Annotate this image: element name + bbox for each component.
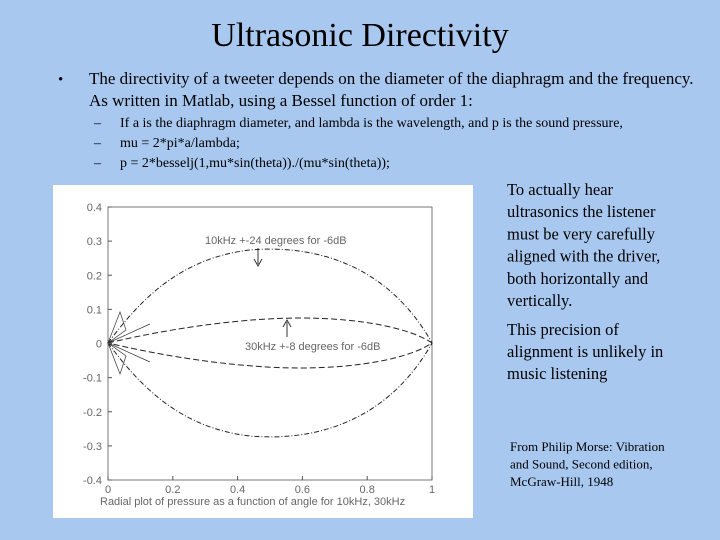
side-text: ultrasonics the listener (507, 202, 656, 221)
dash: – (93, 116, 102, 131)
arrow-head (253, 258, 263, 268)
plot: 10kHz +-24 degrees for -6dB 30kHz +-8 de… (83, 202, 435, 508)
subitem: If a is the diaphragm diameter, and lamb… (120, 116, 623, 131)
credit: From Philip Morse: Vibration (510, 439, 665, 454)
credit: and Sound, Second edition, (510, 457, 653, 472)
bullet: The directivity of a tweeter depends on … (89, 69, 694, 171)
side-lobes (107, 310, 151, 376)
side-text: aligned with the driver, (507, 247, 660, 266)
bullet-dot: • (58, 72, 63, 88)
x-tick-label: 0.8 (360, 484, 375, 496)
bullet-text: As written in Matlab, using a Bessel fun… (89, 91, 473, 110)
bullet-text: The directivity of a tweeter depends on … (89, 69, 694, 88)
dash: – (93, 156, 102, 171)
y-tick-label: 0.2 (87, 270, 102, 282)
y-tick-label: -0.3 (83, 441, 102, 453)
side-text: vertically. (507, 291, 572, 310)
annotation: 30kHz +-8 degrees for -6dB (245, 341, 380, 353)
y-tick-label: 0.3 (87, 236, 102, 248)
x-tick-label: 0.2 (165, 484, 180, 496)
side-text: To actually hear (507, 180, 614, 199)
annotation: 10kHz +-24 degrees for -6dB (205, 235, 347, 247)
arrow-head (282, 318, 292, 328)
subitem: mu = 2*pi*a/lambda; (120, 136, 240, 151)
y-tick-label: 0.1 (87, 304, 102, 316)
side-text: music listening (507, 364, 607, 383)
figure (53, 185, 473, 518)
dash: – (93, 136, 102, 151)
x-tick-label: 0.6 (295, 484, 310, 496)
x-tick-label: 1 (429, 484, 435, 496)
y-tick-label: -0.4 (83, 475, 102, 487)
title: Ultrasonic Directivity (211, 17, 508, 54)
y-tick-label: -0.2 (83, 407, 102, 419)
x-label: Radial plot of pressure as a function of… (100, 496, 405, 508)
side-text: both horizontally and (507, 269, 649, 288)
side-text: This precision of (507, 320, 619, 339)
credit: McGraw-Hill, 1948 (510, 474, 613, 489)
y-tick-label: 0.4 (87, 202, 102, 214)
subitem: p = 2*besselj(1,mu*sin(theta))./(mu*sin(… (120, 156, 390, 171)
y-tick-label: 0 (96, 339, 102, 351)
side-text: alignment is unlikely in (507, 342, 663, 361)
curve-30khz (107, 317, 433, 369)
y-tick-label: -0.1 (83, 373, 102, 385)
side-text: To actually hear ultrasonics the listener… (507, 180, 665, 489)
side-text: must be very carefully (507, 224, 656, 243)
x-tick-label: 0.4 (230, 484, 245, 496)
x-tick-label: 0 (105, 484, 111, 496)
